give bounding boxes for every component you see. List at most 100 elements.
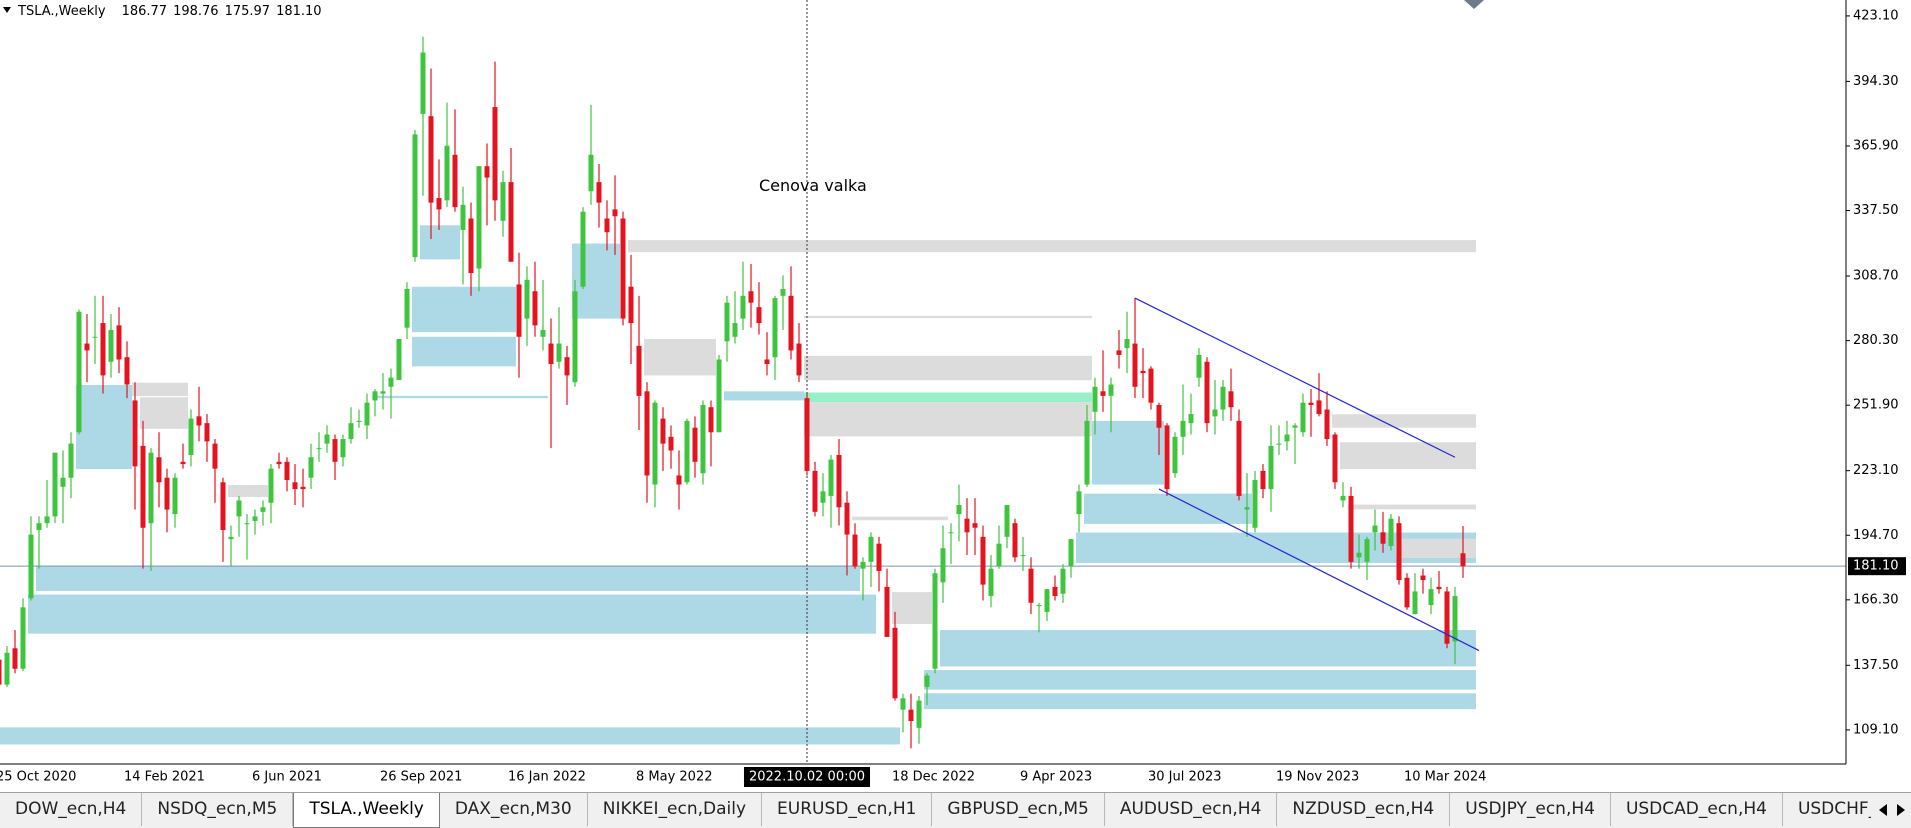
x-tick-label: 10 Mar 2024 [1404, 770, 1486, 785]
candle-body [108, 329, 114, 362]
candle-body [388, 377, 394, 387]
candle-body [420, 52, 426, 114]
candle-body [980, 536, 986, 585]
symbol-tab[interactable]: NIKKEI_ecn,Daily [588, 793, 763, 826]
candle-body [12, 648, 18, 669]
candle-body [652, 402, 658, 485]
candle-body [4, 652, 10, 685]
y-tick-label: 394.30 [1853, 74, 1899, 89]
candle-body [964, 518, 970, 533]
candle-body [60, 477, 66, 487]
x-tick-label: 16 Jan 2022 [508, 770, 586, 785]
zone [1340, 442, 1476, 470]
candle-body [572, 291, 578, 383]
candle-body [972, 523, 978, 528]
scroll-right[interactable] [1897, 804, 1905, 816]
symbol-tab[interactable]: DOW_ecn,H4 [0, 793, 143, 826]
candle-body [988, 568, 994, 596]
candle-body [524, 279, 530, 319]
tab-scroll [1879, 804, 1905, 816]
candle-body [556, 343, 562, 362]
scroll-left[interactable] [1879, 804, 1887, 816]
symbol-tab[interactable]: USDJPY_ecn,H4 [1450, 793, 1611, 826]
candle-body [0, 659, 2, 685]
candle-body [1396, 523, 1402, 581]
zone [372, 395, 548, 399]
zone [412, 336, 516, 367]
candle-body [1428, 589, 1434, 606]
candle-body [812, 470, 818, 512]
candle-body [484, 166, 490, 178]
candle-body [316, 448, 322, 450]
candle-body [52, 452, 58, 517]
candle-body [1324, 409, 1330, 440]
candle-body [788, 295, 794, 351]
y-tick-label: 194.70 [1853, 528, 1899, 543]
candle-body [1444, 591, 1450, 644]
candle-body [1196, 354, 1202, 378]
candle-body [660, 418, 666, 444]
chart-header: TSLA.,Weekly 186.77 198.76 175.97 181.10 [17, 4, 322, 19]
plot-area [0, 0, 1846, 764]
x-tick-label: 8 May 2022 [636, 770, 713, 785]
symbol-tab[interactable]: GBPUSD_ecn,M5 [932, 793, 1105, 826]
candle-body [796, 343, 802, 376]
candle-body [1348, 495, 1354, 562]
candle-body [804, 398, 810, 471]
candle-body [900, 698, 906, 710]
candle-body [908, 709, 914, 722]
candle-body [252, 516, 258, 521]
candle-body [820, 491, 826, 503]
candle-body [236, 500, 242, 517]
candle-body [1436, 586, 1442, 590]
candle-body [548, 343, 554, 365]
candle-body [764, 359, 770, 365]
candle-body [380, 391, 386, 394]
x-tick-label: 25 Oct 2020 [0, 770, 76, 785]
candle-body [780, 289, 786, 296]
symbol-tab[interactable]: NSDQ_ecn,M5 [142, 793, 294, 826]
symbol-tab[interactable]: NZDUSD_ecn,H4 [1277, 793, 1451, 826]
candle-body [1412, 591, 1418, 615]
y-tick-label: 365.90 [1853, 138, 1899, 153]
zone [1332, 414, 1476, 428]
candle-body [1092, 386, 1098, 412]
candle-body [1076, 491, 1082, 515]
zone [420, 225, 460, 260]
symbol-tab[interactable]: USDCHF_ecn,Monthly [1783, 793, 1871, 826]
candle-body [596, 182, 602, 203]
symbol-tab[interactable]: EURUSD_ecn,H1 [762, 793, 933, 826]
candle-body [604, 218, 610, 233]
candle-body [452, 154, 458, 208]
symbol-tab[interactable]: AUDUSD_ecn,H4 [1105, 793, 1278, 826]
symbol-tab[interactable]: TSLA.,Weekly [293, 793, 440, 828]
candle-body [996, 543, 1002, 567]
candle-body [348, 423, 354, 440]
x-tick-label: 14 Feb 2021 [124, 770, 205, 785]
candle-body [508, 182, 514, 262]
candle-body [636, 345, 642, 396]
candle-body [1180, 420, 1186, 437]
candle-body [1156, 404, 1162, 428]
candle-body [1172, 436, 1178, 474]
zone [804, 402, 1092, 437]
ohlc-value: 186.77 [122, 4, 168, 19]
candle-body [844, 502, 850, 535]
zone [132, 382, 188, 397]
candle-body [1364, 539, 1370, 562]
candle-body [828, 459, 834, 496]
collapse-triangle[interactable] [3, 7, 11, 13]
symbol-tab[interactable]: DAX_ecn,M30 [440, 793, 588, 826]
candle-body [1284, 434, 1290, 442]
candle-body [1108, 384, 1114, 396]
candle-body [852, 534, 858, 567]
symbol-tab[interactable]: USDCAD_ecn,H4 [1611, 793, 1783, 826]
last-price-box [1848, 557, 1906, 576]
candle-body [468, 218, 474, 274]
candle-body [396, 339, 402, 380]
candle-body [772, 298, 778, 358]
candle-body [860, 561, 866, 569]
candle-body [716, 359, 722, 433]
x-tick-label: 30 Jul 2023 [1148, 770, 1222, 785]
candle-body [628, 286, 634, 324]
